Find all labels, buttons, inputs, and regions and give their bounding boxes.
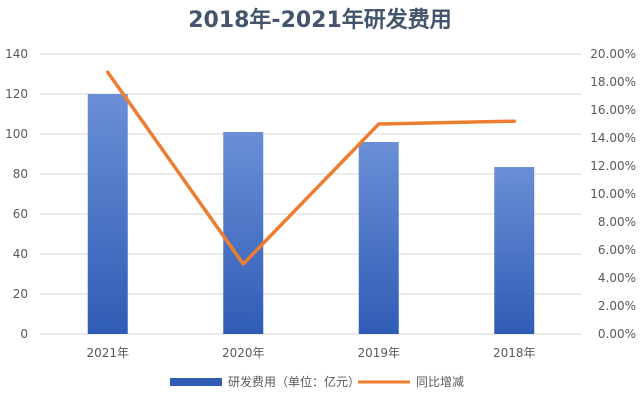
left-axis-ticks: 0 20 40 60 80 100 120 140 xyxy=(5,47,28,341)
right-tick-label: 20.00% xyxy=(590,47,636,61)
right-tick-label: 14.00% xyxy=(590,131,636,145)
left-tick-label: 0 xyxy=(20,327,28,341)
line-series xyxy=(106,70,516,266)
chart-title: 2018年-2021年研发费用 xyxy=(188,7,452,33)
left-tick-label: 80 xyxy=(13,167,28,181)
gridlines xyxy=(40,53,582,335)
x-tick-label: 2021年 xyxy=(86,346,129,360)
right-tick-label: 12.00% xyxy=(590,159,636,173)
right-tick-label: 2.00% xyxy=(598,299,636,313)
left-tick-label: 140 xyxy=(5,47,28,61)
right-tick-label: 16.00% xyxy=(590,103,636,117)
x-tick-label: 2019年 xyxy=(357,346,400,360)
right-tick-label: 0.00% xyxy=(598,327,636,341)
legend-bar-swatch xyxy=(170,378,222,386)
left-tick-label: 20 xyxy=(13,287,28,301)
right-tick-label: 18.00% xyxy=(590,75,636,89)
right-tick-label: 10.00% xyxy=(590,187,636,201)
right-tick-label: 6.00% xyxy=(598,243,636,257)
left-tick-label: 60 xyxy=(13,207,28,221)
growth-line xyxy=(106,70,516,266)
bar xyxy=(87,94,128,334)
right-axis-ticks: 0.00% 2.00% 4.00% 6.00% 8.00% 10.00% 12.00% 14.… xyxy=(590,47,636,341)
bar xyxy=(223,132,264,334)
left-tick-label: 40 xyxy=(13,247,28,261)
right-tick-label: 8.00% xyxy=(598,215,636,229)
legend-bar-label: 研发费用（单位：亿元） xyxy=(228,374,360,389)
bar xyxy=(358,142,399,334)
left-tick-label: 100 xyxy=(5,127,28,141)
x-axis-ticks: 2021年 2020年 2019年 2018年 xyxy=(86,346,535,360)
legend-line-label: 同比增减 xyxy=(416,375,464,389)
x-tick-label: 2018年 xyxy=(493,346,536,360)
bar-series xyxy=(87,94,535,334)
bar xyxy=(494,167,535,334)
right-tick-label: 4.00% xyxy=(598,271,636,285)
left-tick-label: 120 xyxy=(5,87,28,101)
x-tick-label: 2020年 xyxy=(222,346,265,360)
legend: 研发费用（单位：亿元） 同比增减 xyxy=(170,374,464,389)
